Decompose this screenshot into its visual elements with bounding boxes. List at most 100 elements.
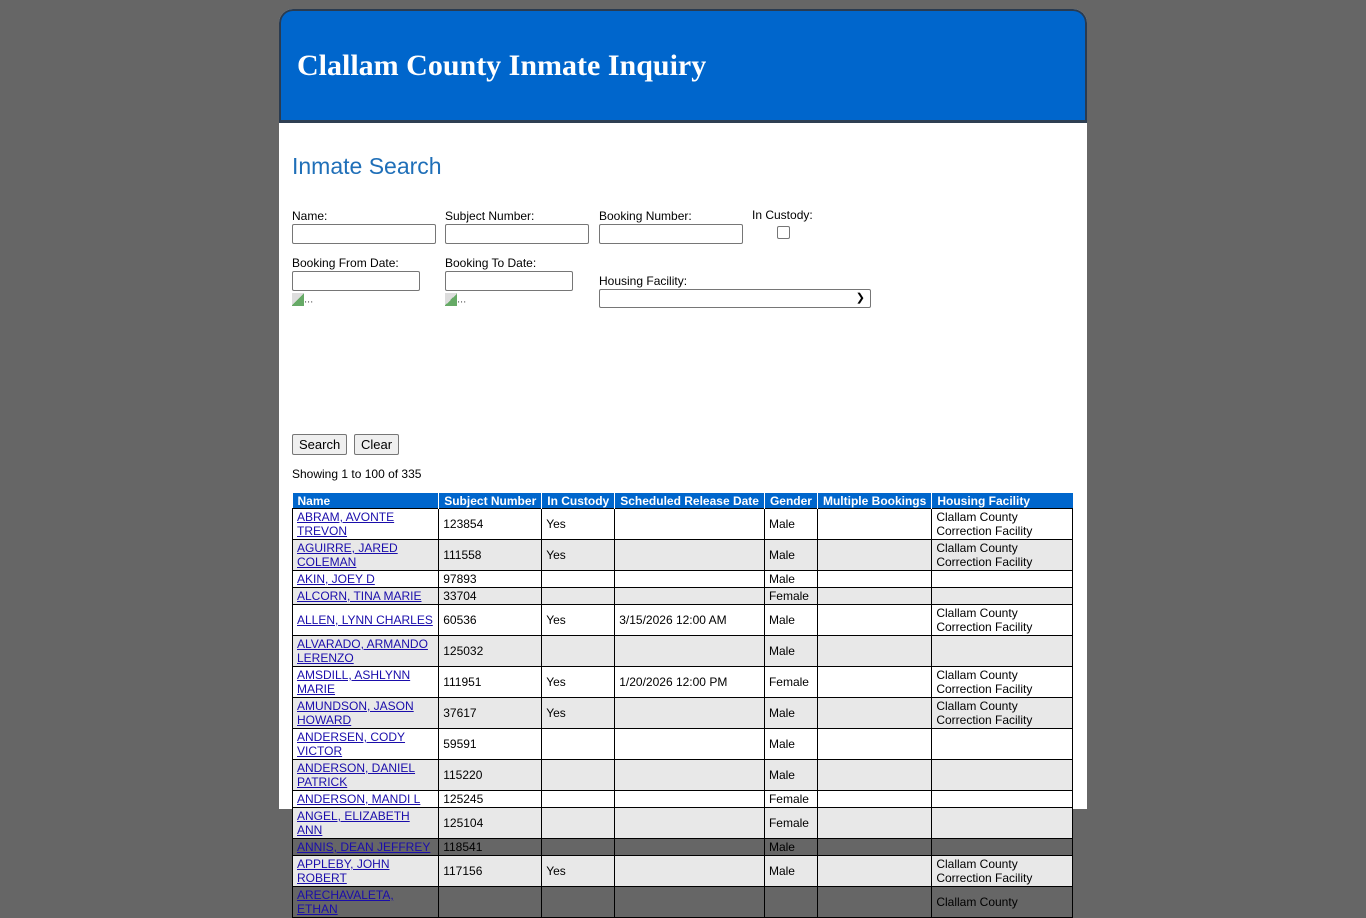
cell-multiple-bookings [816,855,933,887]
clear-button[interactable]: Clear [354,434,400,455]
inmate-name-link[interactable]: ALLEN, LYNN CHARLES [297,613,433,627]
cell-gender [763,886,818,918]
cell-multiple-bookings [816,838,933,856]
cell-in-custody [541,886,616,918]
cell-scheduled-release-date [614,759,765,791]
cell-gender: Male [763,539,818,571]
page-title: Inmate Search [292,153,442,179]
cell-gender: Male [763,604,818,636]
cell-name: APPLEBY, JOHN ROBERT [291,855,440,887]
cell-multiple-bookings [816,807,933,839]
housing-facility-select[interactable]: ❯ [599,289,871,308]
cell-scheduled-release-date [614,508,765,540]
cell-in-custody [541,728,616,760]
cell-multiple-bookings [816,666,933,698]
cell-gender: Male [763,697,818,729]
cell-gender: Male [763,570,818,588]
cell-multiple-bookings [816,728,933,760]
inmate-name-link[interactable]: AMSDILL, ASHLYNN MARIE [297,668,411,696]
cell-name: AGUIRRE, JARED COLEMAN [291,539,440,571]
cell-multiple-bookings [816,604,933,636]
cell-scheduled-release-date: 1/20/2026 12:00 PM [614,666,765,698]
table-row: ANNIS, DEAN JEFFREY 118541 Male [291,838,1073,856]
inmate-name-link[interactable]: APPLEBY, JOHN ROBERT [297,857,390,885]
table-row: APPLEBY, JOHN ROBERT 117156 Yes Male Clallam… [291,855,1073,887]
table-row: ANDERSON, DANIEL PATRICK 115220 Male [291,759,1073,791]
search-button[interactable]: Search [292,434,348,455]
cell-subject-number: 111951 [438,666,543,698]
cell-in-custody [541,838,616,856]
cell-housing-facility: Clallam County Correction Facility [931,604,1073,636]
booking-from-date-label: Booking From Date: [292,256,399,270]
cell-in-custody [541,570,616,588]
inmate-name-link[interactable]: ARECHAVALETA, ETHAN [297,888,394,916]
cell-subject-number: 33704 [438,587,543,605]
cell-gender: Female [763,807,818,839]
cell-in-custody [541,759,616,791]
cell-name: ALCORN, TINA MARIE [291,587,440,605]
cell-multiple-bookings [816,790,933,808]
column-header-housing-facility: Housing Facility [931,493,1073,509]
cell-subject-number: 59591 [438,728,543,760]
inmate-name-link[interactable]: ALCORN, TINA MARIE [297,589,422,603]
in-custody-checkbox[interactable] [777,226,790,239]
calendar-icon[interactable]: ... [292,293,313,306]
calendar-icon[interactable]: ... [445,293,466,306]
cell-gender: Male [763,728,818,760]
booking-to-date-input[interactable] [445,271,573,291]
cell-in-custody [541,790,616,808]
inmate-name-link[interactable]: ABRAM, AVONTE TREVON [297,510,395,538]
name-input[interactable] [292,224,436,244]
cell-gender: Male [763,508,818,540]
inmate-name-link[interactable]: ANDERSON, DANIEL PATRICK [297,761,416,789]
inmate-name-link[interactable]: ANNIS, DEAN JEFFREY [297,840,431,854]
cell-name: ABRAM, AVONTE TREVON [291,508,440,540]
cell-name: AMSDILL, ASHLYNN MARIE [291,666,440,698]
cell-housing-facility [931,728,1073,760]
table-row: ANDERSON, MANDI L 125245 Female [291,790,1073,808]
cell-name: ANDERSON, DANIEL PATRICK [291,759,440,791]
subject-number-input[interactable] [445,224,589,244]
page-container: Clallam County Inmate Inquiry Inmate Sea… [279,9,1087,918]
table-row: AMSDILL, ASHLYNN MARIE 111951 Yes 1/20/2026… [291,666,1073,698]
cell-housing-facility: Clallam County Correction Facility [931,697,1073,729]
cell-name: ANDERSEN, CODY VICTOR [291,728,440,760]
cell-housing-facility [931,759,1073,791]
cell-subject-number: 117156 [438,855,543,887]
cell-subject-number: 37617 [438,697,543,729]
cell-in-custody [541,587,616,605]
cell-multiple-bookings [816,587,933,605]
cell-name: AKIN, JOEY D [291,570,440,588]
table-row: ALVARADO, ARMANDO LERENZO 125032 Male [291,635,1073,667]
booking-number-label: Booking Number: [599,209,692,223]
cell-scheduled-release-date [614,886,765,918]
table-row: AKIN, JOEY D 97893 Male [291,570,1073,588]
cell-housing-facility [931,790,1073,808]
cell-name: ALLEN, LYNN CHARLES [291,604,440,636]
cell-subject-number: 97893 [438,570,543,588]
cell-scheduled-release-date [614,855,765,887]
cell-housing-facility: Clallam County Correction Facility [931,855,1073,887]
inmate-name-link[interactable]: AGUIRRE, JARED COLEMAN [297,541,398,569]
cell-scheduled-release-date: 3/15/2026 12:00 AM [614,604,765,636]
cell-multiple-bookings [816,886,933,918]
inmate-name-link[interactable]: AKIN, JOEY D [297,572,375,586]
inmate-name-link[interactable]: AMUNDSON, JASON HOWARD [297,699,414,727]
inmate-name-link[interactable]: ALVARADO, ARMANDO LERENZO [297,637,428,665]
cell-gender: Male [763,838,818,856]
cell-gender: Female [763,790,818,808]
cell-name: AMUNDSON, JASON HOWARD [291,697,440,729]
cell-in-custody: Yes [541,697,616,729]
results-table: Name Subject Number In Custody Scheduled Re… [291,493,1073,918]
inmate-name-link[interactable]: ANDERSON, MANDI L [297,792,421,806]
booking-to-date-label: Booking To Date: [445,256,537,270]
booking-number-input[interactable] [599,224,743,244]
table-row: AGUIRRE, JARED COLEMAN 111558 Yes Male Clall… [291,539,1073,571]
inmate-name-link[interactable]: ANGEL, ELIZABETH ANN [297,809,410,837]
cell-multiple-bookings [816,697,933,729]
booking-from-date-input[interactable] [292,271,420,291]
cell-multiple-bookings [816,508,933,540]
cell-scheduled-release-date [614,697,765,729]
cell-multiple-bookings [816,570,933,588]
inmate-name-link[interactable]: ANDERSEN, CODY VICTOR [297,730,406,758]
